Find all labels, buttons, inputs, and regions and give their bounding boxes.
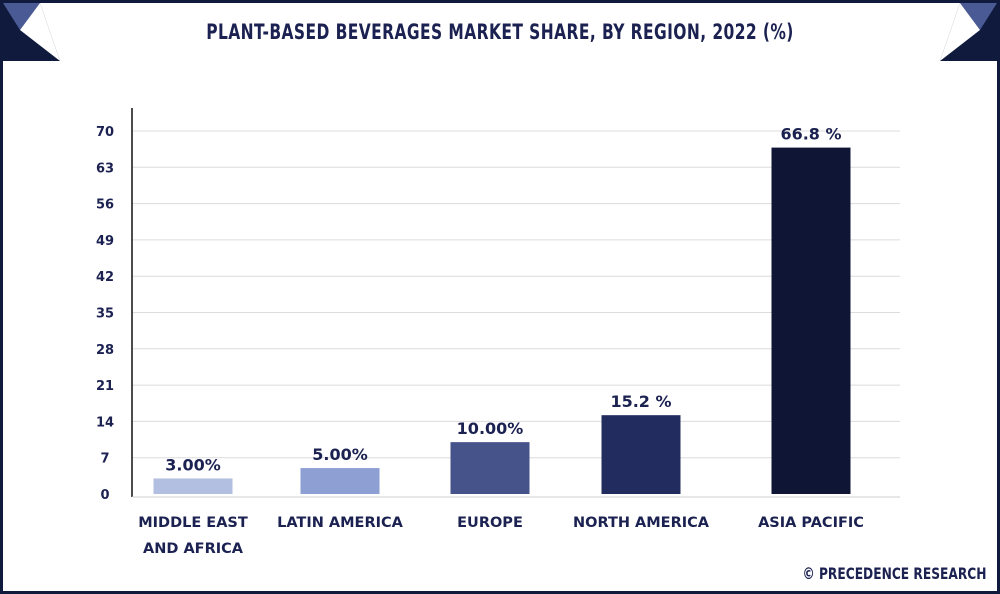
bar	[601, 415, 681, 494]
data-label: 66.8 %	[780, 125, 841, 144]
source-credit: © PRECEDENCE RESEARCH	[801, 564, 986, 583]
y-tick-label: 56	[96, 198, 114, 213]
x-tick-label: EUROPE	[457, 515, 523, 531]
x-tick-label: NORTH AMERICA	[573, 515, 710, 531]
y-tick-label: 0	[100, 488, 109, 503]
bar	[450, 442, 530, 494]
header-shapes	[3, 3, 997, 61]
y-tick-label: 21	[96, 379, 114, 394]
data-label: 5.00%	[312, 445, 368, 464]
y-tick-label: 14	[96, 415, 114, 430]
y-tick-label: 7	[100, 452, 109, 467]
data-label: 15.2 %	[610, 392, 671, 411]
y-tick-label: 28	[96, 343, 114, 358]
chart-title: PLANT-BASED BEVERAGES MARKET SHARE, BY R…	[206, 20, 794, 44]
data-label: 3.00%	[165, 455, 221, 474]
x-tick-label: MIDDLE EAST	[138, 515, 248, 531]
x-tick-label: AND AFRICA	[143, 541, 244, 557]
bar	[771, 147, 851, 494]
x-tick-label: ASIA PACIFIC	[758, 515, 864, 531]
y-tick-label: 63	[96, 161, 114, 176]
data-label: 10.00%	[457, 419, 524, 438]
bar	[300, 468, 380, 494]
bar	[153, 478, 233, 494]
y-tick-label: 42	[96, 270, 114, 285]
y-tick-label: 35	[96, 307, 114, 322]
y-tick-label: 49	[96, 234, 114, 249]
x-tick-label: LATIN AMERICA	[277, 515, 404, 531]
y-tick-label: 70	[96, 125, 114, 140]
